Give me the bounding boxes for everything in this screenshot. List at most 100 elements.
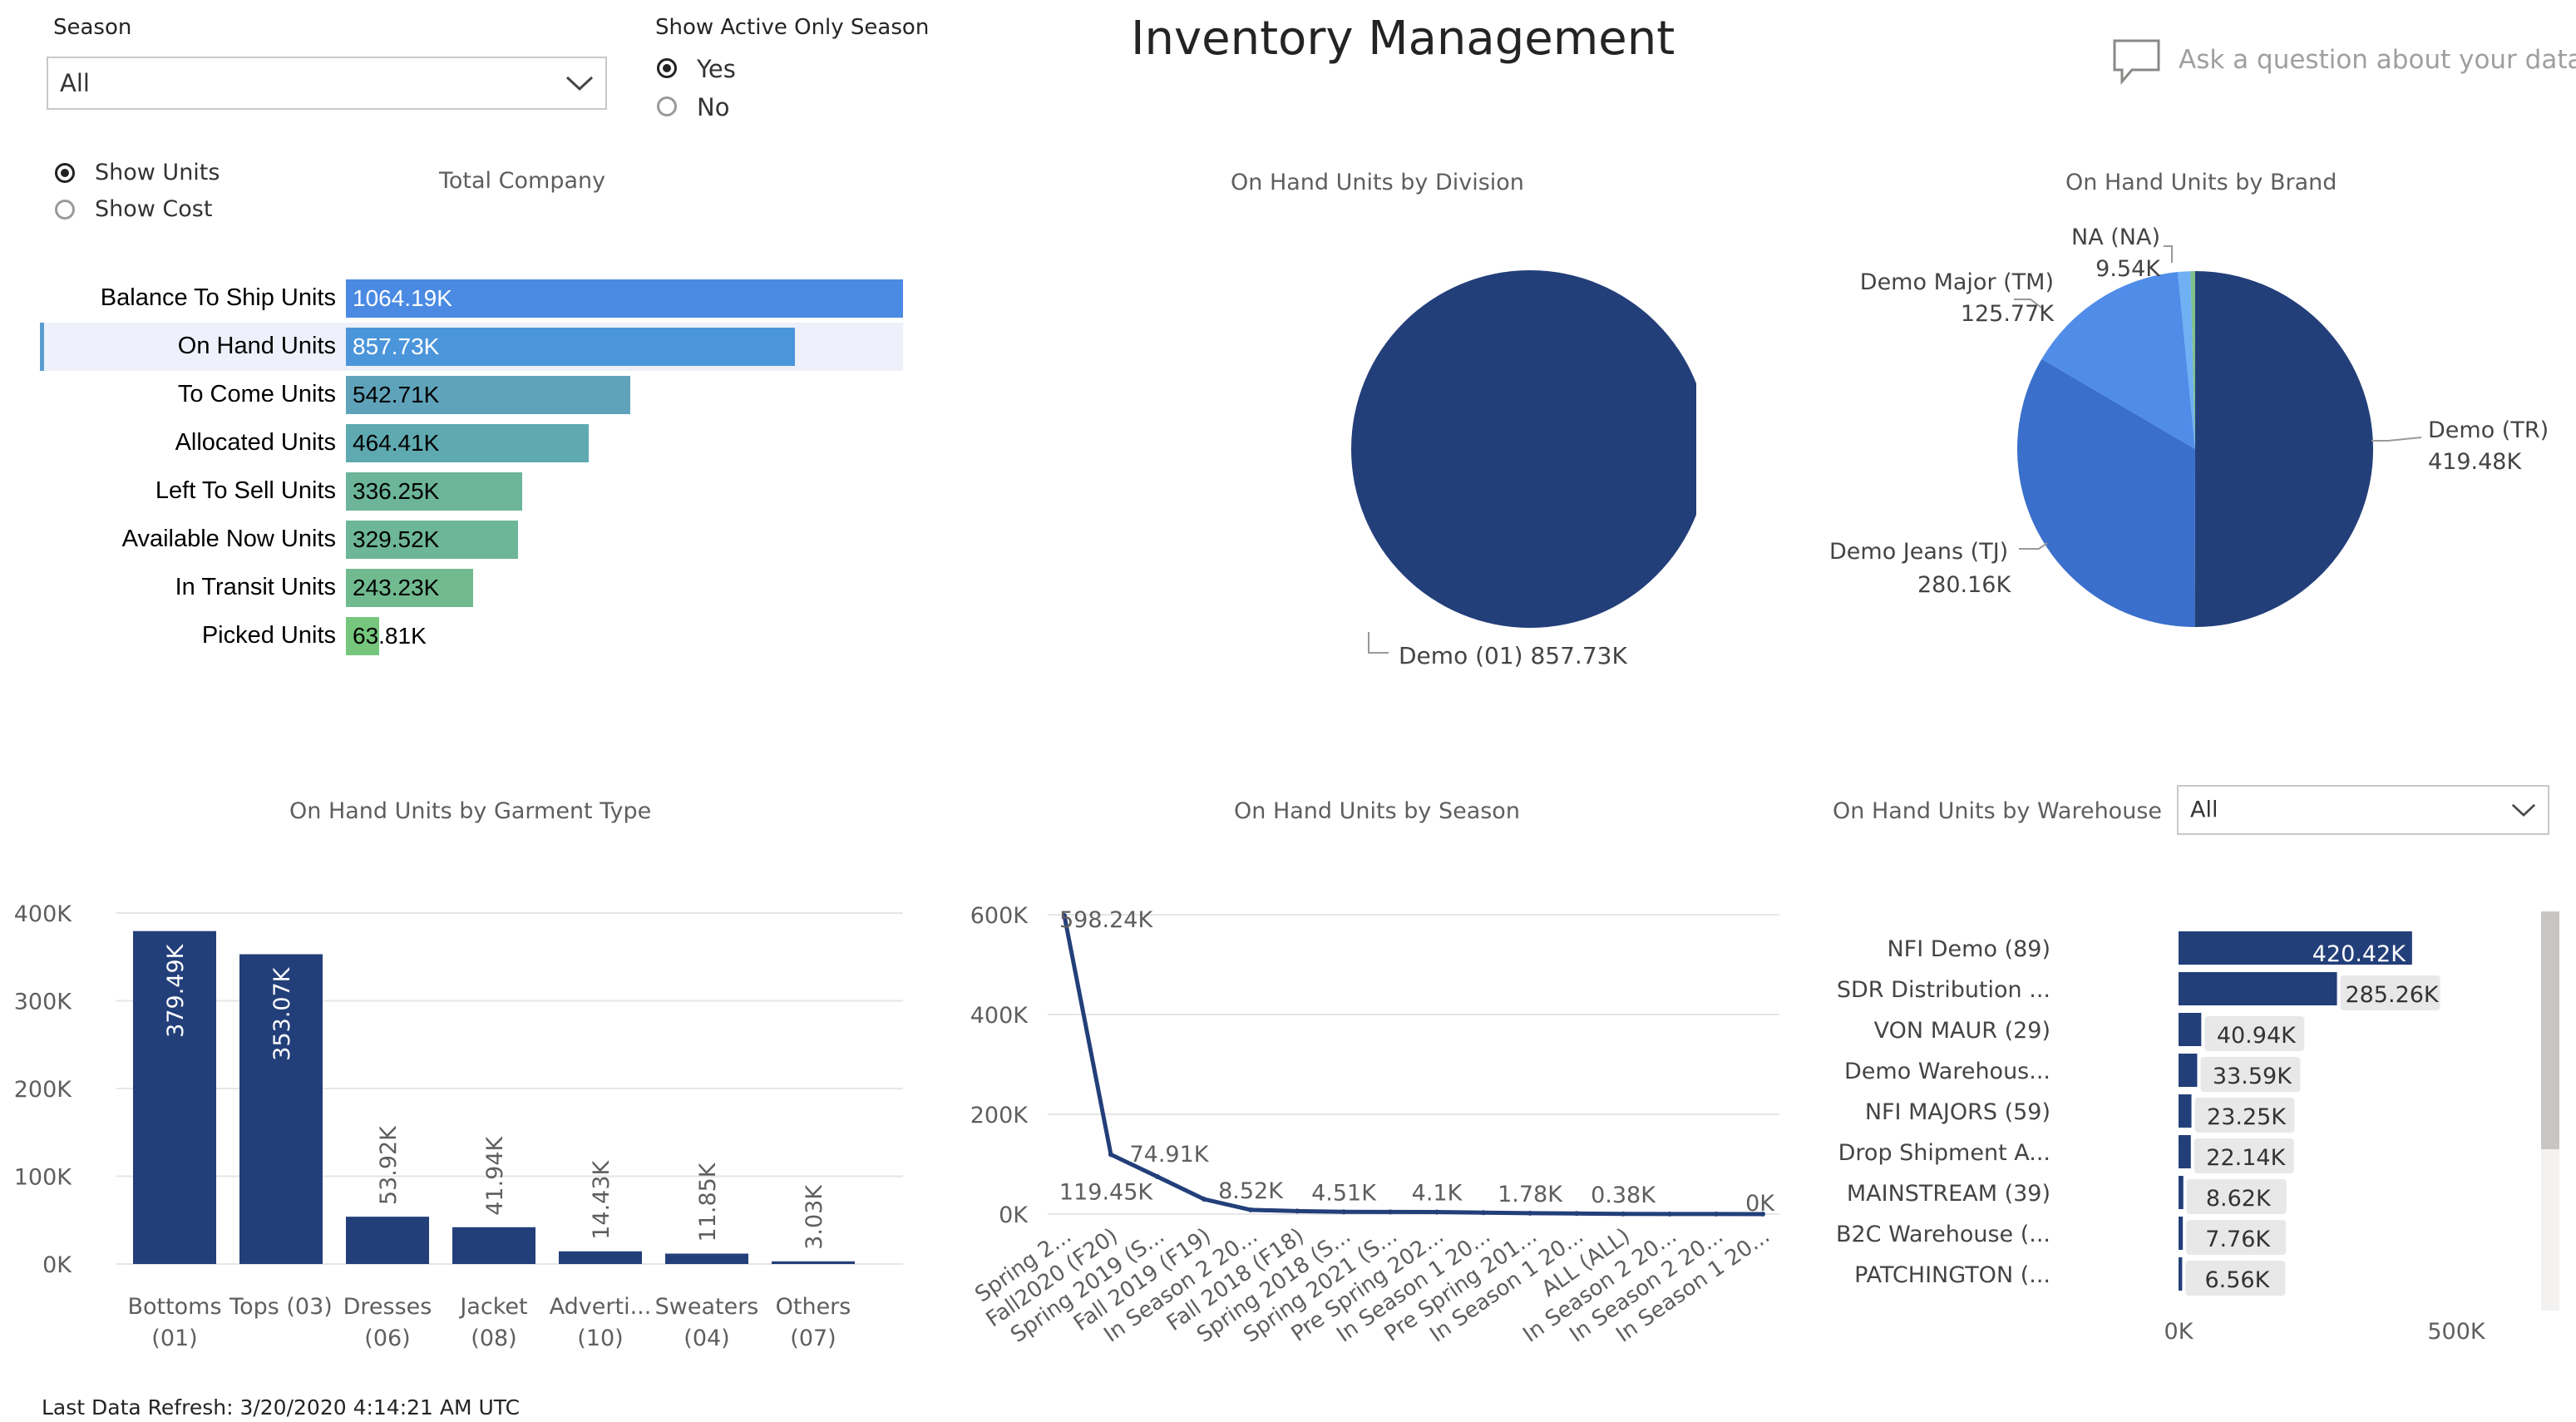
pie-slice-name: NA (NA) [2071, 225, 2160, 250]
total-company-row-label[interactable]: In Transit Units [175, 574, 336, 600]
x-tick-label-line2: (04) [683, 1326, 729, 1351]
qa-box[interactable]: Ask a question about your data [2104, 33, 2576, 90]
y-tick-label: Demo Warehous... [1844, 1059, 2050, 1084]
total-company-row-label[interactable]: Left To Sell Units [155, 477, 336, 504]
season-point[interactable] [1621, 1211, 1626, 1217]
total-company-title: Total Company [439, 168, 606, 194]
page-title: Inventory Management [1131, 12, 1675, 66]
x-tick-label-line2: (10) [577, 1326, 623, 1351]
warehouse-dropdown[interactable]: All [2177, 785, 2549, 835]
bar-value-bg [2200, 1057, 2301, 1092]
garment-bar[interactable] [772, 1261, 855, 1264]
season-dropdown[interactable]: All [47, 57, 607, 110]
season-point[interactable] [1388, 1209, 1393, 1215]
season-point[interactable] [1341, 1209, 1346, 1215]
warehouse-bar[interactable] [2179, 931, 2412, 965]
bar-value-label: 40.94K [2217, 1023, 2297, 1049]
warehouse-bar[interactable] [2179, 1054, 2198, 1087]
pie-slice-value: 125.77K [1961, 301, 2055, 327]
warehouse-bar[interactable] [2179, 1094, 2192, 1128]
season-point[interactable] [1062, 913, 1067, 919]
active-no-radio[interactable] [657, 96, 677, 116]
y-tick-label: 100K [14, 1165, 73, 1191]
warehouse-bar[interactable] [2179, 1013, 2202, 1046]
selected-row-marker [40, 323, 44, 371]
total-company-bar-value: 243.23K [353, 575, 440, 600]
season-point[interactable] [1295, 1208, 1300, 1214]
season-point[interactable] [1714, 1211, 1719, 1217]
season-point[interactable] [1574, 1211, 1579, 1217]
bar-value-label: 6.56K [2204, 1267, 2270, 1293]
pie-slice[interactable] [2017, 358, 2195, 627]
garment-bar[interactable] [346, 1217, 429, 1264]
warehouse-scrollbar-thumb[interactable] [2541, 911, 2559, 1149]
total-company-bar[interactable] [346, 617, 380, 655]
total-company-bar[interactable] [346, 328, 795, 366]
total-company-row-label[interactable]: To Come Units [177, 381, 336, 407]
total-company-bar[interactable] [346, 472, 522, 511]
season-dropdown-value: All [60, 69, 90, 97]
season-point[interactable] [1202, 1197, 1207, 1202]
total-company-bar[interactable] [346, 376, 630, 414]
pie-slice[interactable] [2190, 271, 2195, 449]
total-company-bar[interactable] [346, 279, 903, 318]
y-tick-label: 200K [14, 1077, 73, 1103]
garment-bar[interactable] [239, 954, 323, 1264]
pie-slice[interactable] [2041, 272, 2195, 449]
y-tick-label: NFI MAJORS (59) [1865, 1099, 2050, 1125]
pie-slice-demo-01[interactable] [1351, 270, 1696, 628]
total-company-row-label[interactable]: Picked Units [201, 622, 336, 649]
chevron-down-icon [2511, 803, 2536, 817]
y-tick-label: B2C Warehouse (... [1836, 1222, 2050, 1247]
garment-bar[interactable] [133, 931, 216, 1264]
x-tick-label-line2: (06) [364, 1326, 410, 1351]
total-company-row-label[interactable]: Balance To Ship Units [100, 284, 336, 311]
total-company-bar-value: 1064.19K [353, 285, 452, 311]
season-point[interactable] [1108, 1152, 1113, 1158]
warehouse-bar[interactable] [2179, 1135, 2191, 1168]
season-point[interactable] [1248, 1207, 1253, 1212]
garment-bar[interactable] [452, 1227, 535, 1264]
warehouse-scrollbar-track[interactable] [2541, 911, 2559, 1311]
pie-slice-label: Demo (01) 857.73K [1399, 642, 1627, 669]
y-tick-label: 0K [999, 1202, 1029, 1228]
active-yes-radio[interactable] [657, 58, 677, 78]
total-company-bar[interactable] [346, 521, 519, 559]
total-company-bar-value: 542.71K [353, 382, 440, 407]
show-units-radio[interactable] [55, 163, 75, 183]
season-point[interactable] [1434, 1209, 1439, 1215]
pie-slice[interactable] [2178, 271, 2195, 449]
pie-slice[interactable] [2194, 271, 2374, 628]
bar-value-bg [2194, 1098, 2295, 1133]
total-company-row-label[interactable]: Available Now Units [121, 526, 336, 552]
y-tick-label: SDR Distribution ... [1837, 977, 2050, 1003]
total-company-bar-value: 329.52K [353, 526, 440, 552]
x-tick-label: Bottoms [127, 1294, 221, 1320]
total-company-row-label[interactable]: Allocated Units [175, 429, 336, 456]
division-pie-chart: Demo (01) 857.73K [1351, 270, 1696, 669]
warehouse-bar[interactable] [2179, 1217, 2184, 1250]
chevron-down-icon [565, 76, 594, 91]
warehouse-bar[interactable] [2179, 1257, 2183, 1291]
garment-bar[interactable] [559, 1251, 642, 1264]
season-point[interactable] [1760, 1211, 1765, 1217]
bar-value-label: 23.25K [2207, 1104, 2287, 1130]
show-cost-radio[interactable] [55, 200, 75, 220]
active-yes-label: Yes [697, 55, 736, 83]
warehouse-bar[interactable] [2179, 1176, 2184, 1209]
total-company-row-label[interactable]: On Hand Units [177, 333, 336, 359]
garment-bar-chart: 0K 100K 200K 300K 400K 379.49K Bottoms (01) 353.… [14, 901, 903, 1351]
last-refresh: Last Data Refresh: 3/20/2020 4:14:21 AM … [42, 1395, 521, 1420]
bar-value-bg [2186, 1220, 2287, 1255]
warehouse-bar[interactable] [2179, 972, 2337, 1005]
season-point[interactable] [1527, 1210, 1532, 1216]
season-point[interactable] [1481, 1210, 1486, 1216]
total-company-bar[interactable] [346, 424, 590, 462]
bar-value-label: 41.94K [482, 1135, 508, 1215]
active-season-label: Show Active Only Season [655, 15, 930, 40]
total-company-bar[interactable] [346, 569, 474, 607]
season-point[interactable] [1155, 1174, 1160, 1180]
garment-bar[interactable] [665, 1253, 748, 1264]
season-point[interactable] [1667, 1211, 1672, 1217]
season-line-series[interactable] [1062, 915, 1764, 1217]
